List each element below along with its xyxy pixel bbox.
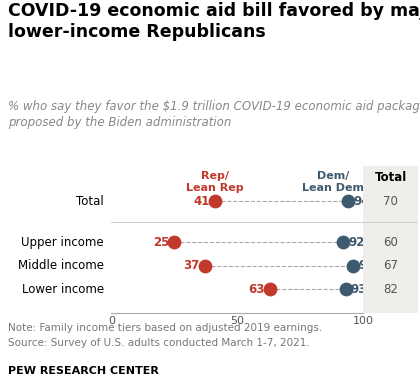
Point <box>171 239 178 246</box>
Point <box>342 286 349 292</box>
Point <box>350 263 357 269</box>
Text: Lower income: Lower income <box>21 283 104 296</box>
Text: 70: 70 <box>383 195 398 208</box>
Point <box>201 263 208 269</box>
Text: Upper income: Upper income <box>21 236 104 249</box>
Text: Rep/
Lean Rep: Rep/ Lean Rep <box>186 170 244 193</box>
Text: 60: 60 <box>383 236 398 249</box>
Text: 82: 82 <box>383 283 398 296</box>
Text: 37: 37 <box>183 259 200 273</box>
Text: Total: Total <box>375 170 407 183</box>
Point <box>267 286 273 292</box>
Text: % who say they favor the $1.9 trillion COVID-19 economic aid package
proposed by: % who say they favor the $1.9 trillion C… <box>8 100 420 129</box>
Text: 93: 93 <box>351 283 367 296</box>
Text: Source: Survey of U.S. adults conducted March 1-7, 2021.: Source: Survey of U.S. adults conducted … <box>8 338 310 348</box>
Point <box>340 239 346 246</box>
Text: PEW RESEARCH CENTER: PEW RESEARCH CENTER <box>8 366 159 376</box>
Point <box>345 198 352 204</box>
Text: 94: 94 <box>353 195 370 208</box>
Text: 67: 67 <box>383 259 398 273</box>
Text: 25: 25 <box>153 236 169 249</box>
Text: 96: 96 <box>358 259 375 273</box>
Point <box>211 198 218 204</box>
Text: 92: 92 <box>348 236 365 249</box>
Text: 41: 41 <box>193 195 210 208</box>
Text: Dem/
Lean Dem: Dem/ Lean Dem <box>302 170 364 193</box>
Text: Middle income: Middle income <box>18 259 104 273</box>
Text: Total: Total <box>76 195 104 208</box>
Text: Note: Family income tiers based on adjusted 2019 earnings.: Note: Family income tiers based on adjus… <box>8 323 323 333</box>
Text: COVID-19 economic aid bill favored by majority of
lower-income Republicans: COVID-19 economic aid bill favored by ma… <box>8 2 420 41</box>
Text: 63: 63 <box>249 283 265 296</box>
